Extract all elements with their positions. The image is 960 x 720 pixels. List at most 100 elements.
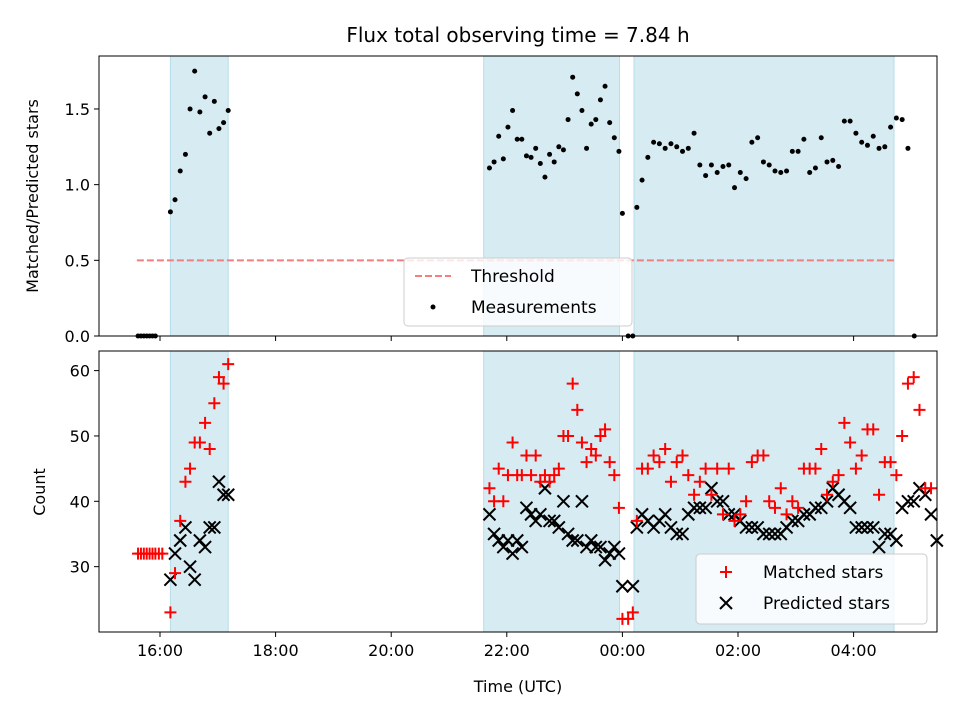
measurement-point xyxy=(514,136,520,142)
matched-star-point xyxy=(622,612,635,625)
measurement-point xyxy=(795,148,801,154)
predicted-star-point xyxy=(207,520,222,535)
measurement-point xyxy=(899,117,905,123)
predicted-star-point xyxy=(820,494,834,509)
matched-star-point xyxy=(890,469,903,482)
measurement-point xyxy=(197,109,203,115)
measurement-point xyxy=(202,94,208,100)
predicted-star-point xyxy=(515,540,529,554)
matched-star-point xyxy=(745,456,758,469)
matched-star-point xyxy=(659,443,672,456)
predicted-star-point xyxy=(570,533,585,548)
predicted-star-point xyxy=(710,494,724,509)
measurement-point xyxy=(574,91,580,97)
measurement-point xyxy=(634,204,640,210)
predicted-star-point xyxy=(168,546,182,561)
matched-star-point xyxy=(867,423,880,436)
measurement-point xyxy=(565,117,571,123)
predicted-star-point xyxy=(843,501,857,515)
measurement-point xyxy=(749,139,755,145)
predicted-star-point xyxy=(658,507,672,522)
matched-star-point xyxy=(826,475,839,488)
matched-star-point xyxy=(612,501,625,514)
predicted-star-point xyxy=(670,527,684,541)
predicted-star-point xyxy=(187,573,202,587)
measurement-point xyxy=(619,210,625,216)
matched-star-point xyxy=(774,482,787,495)
predicted-star-point xyxy=(785,514,800,528)
matched-star-point xyxy=(693,475,706,488)
matched-star-point xyxy=(212,371,225,384)
predicted-star-point xyxy=(687,501,701,515)
top-y-axis-label: Matched/Predicted stars xyxy=(23,99,42,293)
predicted-star-point xyxy=(626,579,640,593)
y-tick-label: 30 xyxy=(70,558,90,577)
measurement-point xyxy=(841,118,847,124)
matched-star-point xyxy=(884,456,897,469)
matched-star-point xyxy=(849,462,862,475)
predicted-star-point xyxy=(584,533,598,548)
predicted-star-points xyxy=(163,474,944,593)
measurement-point xyxy=(668,141,674,147)
predicted-star-point xyxy=(183,559,197,574)
measurement-point xyxy=(801,136,807,142)
legend-threshold-label: Threshold xyxy=(470,267,555,287)
matched-star-point xyxy=(913,403,926,416)
predicted-star-point xyxy=(510,533,524,548)
measurement-point xyxy=(789,148,795,154)
measurement-point xyxy=(743,176,749,182)
measurement-point xyxy=(616,148,622,154)
measurement-point xyxy=(674,144,680,150)
matched-star-point xyxy=(217,377,230,390)
predicted-star-point xyxy=(762,527,776,541)
predicted-star-point xyxy=(561,527,575,541)
measurement-point xyxy=(737,170,743,176)
matched-star-point xyxy=(832,469,845,482)
measurement-point xyxy=(680,148,686,154)
matched-star-point xyxy=(626,606,639,619)
matched-star-point xyxy=(757,449,770,462)
measurement-point xyxy=(714,170,720,176)
top-panel: 0.0 0.5 1.0 1.5 Flux total observing time =… xyxy=(23,23,938,346)
matched-star-point xyxy=(653,456,666,469)
top-legend: Threshold Measurements xyxy=(403,257,633,327)
matched-star-point xyxy=(492,462,505,475)
matched-star-point xyxy=(688,488,701,501)
measurement-point xyxy=(551,159,557,165)
measurement-point xyxy=(593,117,599,123)
measurement-point xyxy=(177,168,183,174)
measurement-point xyxy=(859,139,865,145)
measurement-point xyxy=(703,173,709,179)
matched-star-point xyxy=(664,475,677,488)
matched-star-point xyxy=(208,397,221,410)
matched-star-point xyxy=(641,462,654,475)
matched-star-point xyxy=(184,462,197,475)
bottom-y-axis-label: Count xyxy=(30,468,49,516)
legend-measurements-label: Measurements xyxy=(471,298,597,318)
measurement-point xyxy=(182,151,188,157)
matched-star-point xyxy=(780,508,793,521)
x-tick-label: 16:00 xyxy=(137,641,183,660)
matched-star-point xyxy=(222,358,235,371)
measurement-point xyxy=(888,124,894,130)
matched-star-point xyxy=(585,443,598,456)
predicted-star-point xyxy=(615,579,630,593)
measurement-point xyxy=(211,98,217,104)
bottom-y-ticks: 30 40 50 60 xyxy=(70,362,99,577)
matched-star-point xyxy=(734,508,747,521)
matched-star-point xyxy=(529,449,542,462)
predicted-star-point xyxy=(598,553,612,567)
legend-matched-swatch xyxy=(720,566,732,578)
matched-star-point xyxy=(506,436,519,449)
matched-star-point xyxy=(844,436,857,449)
measurement-point xyxy=(732,185,738,191)
measurement-point xyxy=(192,68,198,74)
measurement-point xyxy=(656,141,662,147)
measurement-point xyxy=(812,165,818,171)
measurement-point xyxy=(639,177,645,183)
matched-star-point xyxy=(179,475,192,488)
top-axes-frame xyxy=(98,55,938,337)
measurement-point xyxy=(645,154,651,160)
predicted-star-point xyxy=(198,540,212,554)
predicted-star-point xyxy=(693,501,707,515)
